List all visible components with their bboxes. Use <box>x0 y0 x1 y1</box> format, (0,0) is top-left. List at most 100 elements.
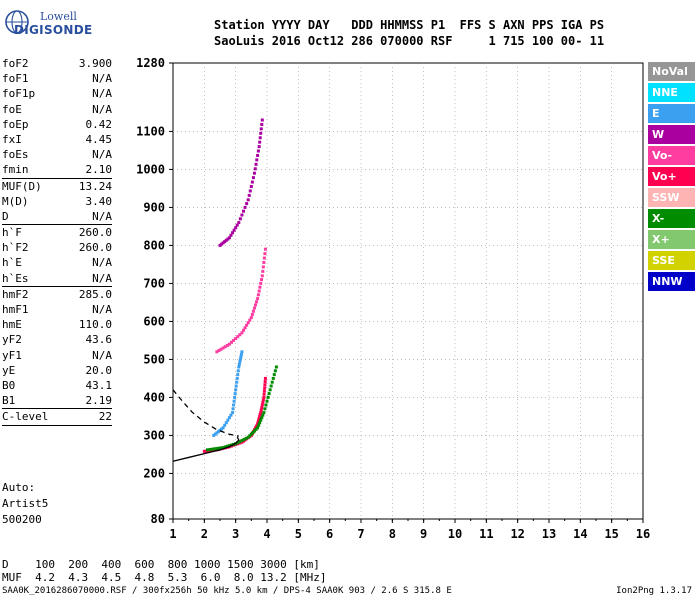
echo-point <box>257 423 261 427</box>
globe-icon <box>5 10 29 34</box>
param-value: 13.24 <box>78 179 112 193</box>
param-row: h`E N/A <box>2 255 112 270</box>
echo-point <box>234 384 238 388</box>
param-row: MUF(D) 13.24 <box>2 179 112 194</box>
echo-point <box>262 411 266 415</box>
echo-point <box>258 140 262 144</box>
code-label: 500200 <box>2 513 42 526</box>
param-value: N/A <box>92 348 112 362</box>
echo-point <box>238 360 242 364</box>
echo-point <box>208 447 212 451</box>
echo-point <box>259 418 263 422</box>
echo-point <box>239 352 243 356</box>
echo-point <box>233 392 237 396</box>
param-row: h`F2 260.0 <box>2 240 112 255</box>
x-tick-label: 8 <box>389 527 396 541</box>
echo-point <box>227 444 231 448</box>
param-value: 3.40 <box>85 194 113 208</box>
echo-point <box>223 240 227 244</box>
echo-point <box>239 355 243 359</box>
echo-point <box>237 365 241 369</box>
echo-point <box>258 136 262 140</box>
echo-point <box>235 376 239 380</box>
echo-point <box>256 149 260 153</box>
param-row: C-level 22 <box>2 409 112 424</box>
echo-point <box>221 446 225 450</box>
echo-point <box>262 389 266 393</box>
param-label: D <box>2 209 9 223</box>
param-value: 2.10 <box>85 163 113 177</box>
echo-point <box>251 176 255 180</box>
x-tick-label: 2 <box>201 527 208 541</box>
param-label: h`Es <box>2 271 29 285</box>
echo-point <box>253 167 257 171</box>
echo-point <box>263 386 267 390</box>
divider <box>2 285 112 287</box>
logo-digisonde: DIGISONDE <box>14 23 93 37</box>
echo-point <box>226 237 230 241</box>
echo-point <box>236 369 240 373</box>
param-row: h`Es N/A <box>2 271 112 286</box>
legend-item-e: E <box>648 104 695 123</box>
legend-item-nne: NNE <box>648 83 695 102</box>
echo-point <box>213 447 217 451</box>
muf-table: D 100 200 400 600 800 1000 1500 3000 [km… <box>2 558 327 584</box>
echo-point <box>254 162 258 166</box>
echo-point <box>240 331 244 335</box>
echo-point <box>261 398 265 402</box>
echo-point <box>232 338 236 342</box>
y-tick-label: 1000 <box>136 162 165 176</box>
y-tick-label: 500 <box>143 352 165 366</box>
param-label: fmin <box>2 163 29 177</box>
echo-point <box>263 383 267 387</box>
param-row: M(D) 3.40 <box>2 194 112 209</box>
echo-point <box>266 395 270 399</box>
echo-point <box>263 376 267 380</box>
echo-point <box>274 365 278 369</box>
header-line-2: SaoLuis 2016 Oct12 286 070000 RSF 1 715 … <box>214 34 605 48</box>
param-row: B1 2.19 <box>2 393 112 408</box>
param-label: foF2 <box>2 57 29 70</box>
plot-frame <box>172 62 644 520</box>
echo-point <box>224 238 228 242</box>
echo-point <box>256 426 260 430</box>
echo-point <box>265 399 269 403</box>
echo-point <box>254 303 258 307</box>
echo-point <box>252 429 256 433</box>
echo-point <box>258 413 262 416</box>
echo-point <box>262 395 266 399</box>
echo-point <box>263 252 267 256</box>
echo-point <box>240 440 244 444</box>
param-value: N/A <box>92 303 112 316</box>
echo-point <box>211 447 215 451</box>
echo-point <box>238 440 242 444</box>
echo-point <box>238 333 242 337</box>
y-tick-label: 900 <box>143 200 165 214</box>
echo-point <box>231 407 235 411</box>
artist-label: Artist5 <box>2 497 49 510</box>
echo-point <box>227 416 231 420</box>
echo-point <box>225 444 229 448</box>
param-label: foF1p <box>2 87 36 101</box>
param-value: 2.19 <box>85 394 113 408</box>
param-label: MUF(D) <box>2 179 42 193</box>
echo-point <box>223 445 227 449</box>
footer-info: SAA0K_2016286070000.RSF / 300fx256h 50 k… <box>2 586 452 596</box>
echo-point <box>256 297 260 301</box>
param-row: foEs N/A <box>2 147 112 162</box>
y-tick-label: 80 <box>151 512 165 526</box>
echo-point <box>260 403 264 407</box>
x-tick-label: 5 <box>295 527 302 541</box>
echo-point <box>237 221 241 225</box>
legend-item-vo: Vo- <box>648 146 695 165</box>
echo-point <box>232 228 236 232</box>
echo-point <box>221 426 225 430</box>
profile-curve <box>172 436 240 462</box>
legend-item-x: X+ <box>648 230 695 249</box>
y-tick-label: 1280 <box>136 56 165 70</box>
param-value: 260.0 <box>78 241 112 255</box>
echo-point <box>212 433 216 437</box>
echo-point <box>215 448 219 452</box>
echo-point <box>248 318 252 322</box>
polarization-legend: NoVal NNE E W Vo- Vo+ SSW X- X+ SSE NNW <box>648 62 695 293</box>
